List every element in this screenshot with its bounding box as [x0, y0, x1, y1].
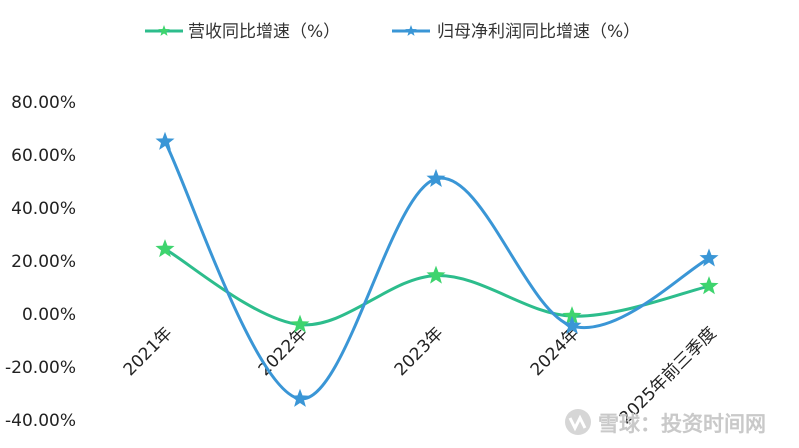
legend-label: 营收同比增速（%） — [188, 22, 340, 42]
x-tick-label: 2022年 — [255, 323, 312, 380]
legend-star-icon — [405, 25, 417, 36]
y-axis: 80.00% 60.00% 40.00% 20.00% 0.00% -20.00% -40.… — [5, 93, 76, 431]
watermark: 雪球：投资时间网 — [565, 409, 766, 436]
data-point-star — [155, 239, 175, 258]
series-line — [163, 140, 711, 401]
y-tick-label: 80.00% — [11, 93, 76, 113]
watermark-text: 雪球：投资时间网 — [598, 412, 766, 436]
y-tick-label: 60.00% — [11, 146, 76, 166]
series-2 — [155, 131, 719, 407]
data-point-star — [562, 315, 582, 335]
legend-star-icon — [158, 25, 170, 36]
y-tick-label: 40.00% — [11, 199, 76, 219]
data-point-star — [155, 131, 175, 150]
series-1 — [155, 239, 719, 333]
watermark-logo — [565, 409, 591, 435]
series-layer — [155, 131, 719, 407]
data-point-star — [426, 265, 446, 284]
data-point-star — [699, 248, 719, 267]
x-tick-label: 2021年 — [120, 323, 177, 380]
legend-item: 营收同比增速（%） — [145, 22, 340, 42]
y-tick-label: 20.00% — [11, 252, 76, 272]
data-point-star — [562, 306, 582, 325]
y-tick-label: 0.00% — [22, 305, 76, 325]
legend-label: 归母净利润同比增速（%） — [437, 22, 640, 42]
data-point-star — [290, 388, 310, 407]
data-point-star — [699, 276, 719, 295]
data-point-star — [426, 168, 446, 187]
legend-item: 归母净利润同比增速（%） — [392, 22, 640, 42]
y-tick-label: -40.00% — [5, 411, 76, 431]
data-point-star — [290, 314, 310, 333]
legend: 营收同比增速（%） 归母净利润同比增速（%） — [145, 22, 640, 42]
x-tick-label: 2023年 — [391, 323, 448, 380]
y-tick-label: -20.00% — [5, 358, 76, 378]
